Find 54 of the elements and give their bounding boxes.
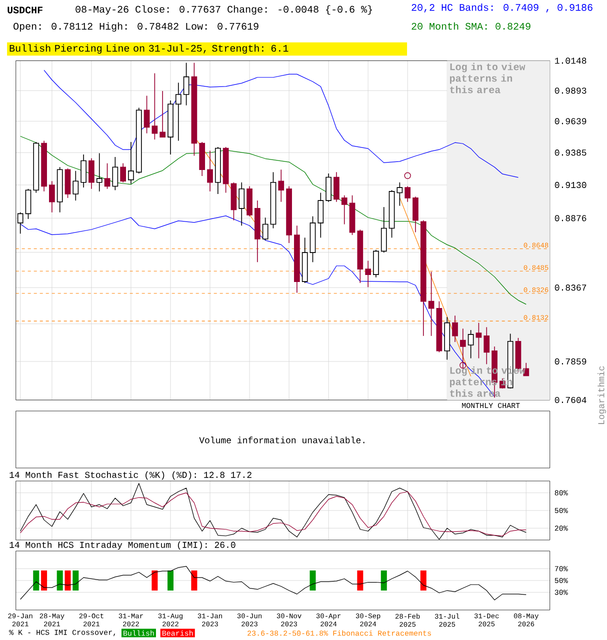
candlestick [88,158,94,190]
candlestick [144,95,150,134]
candlestick [468,330,474,359]
candlestick [278,169,284,202]
candlestick [334,172,340,202]
y-tick-label: 0.7604 [555,396,586,404]
candlestick [152,72,158,140]
y-tick-label: 0.8367 [555,284,586,291]
candlestick [80,154,87,188]
y-tick-label: 0.9639 [555,118,586,124]
candlestick [373,249,379,278]
y-tick-label: 0.9385 [555,150,586,156]
candlestick [238,182,245,226]
candlestick [412,196,418,233]
candlestick [104,162,110,190]
y-axis-title: Logarithmic [598,366,606,424]
candlestick [476,322,482,359]
candlestick [183,62,190,106]
candlestick [365,260,372,288]
text: 20 Month SMA: 0.8249 [412,22,530,30]
chart-title: 14 Month Fast Stochastic (%K) (%D): 12.8 17.2 [10,471,252,480]
candlestick [128,142,134,184]
y-tick-label: 0.8876 [555,215,586,222]
candlestick [262,217,268,241]
candlestick [484,326,490,365]
candlestick [326,173,332,202]
candlestick [404,186,411,202]
chart-title: USDCHF [8,6,43,14]
candlestick [25,188,32,220]
text: 20,2 HC Bands: 0.7409 , 0.9186 [412,3,592,13]
candlestick [381,206,387,253]
candlestick [176,82,182,142]
y-tick-label: 0.9130 [555,182,586,188]
y-tick-label: 1.0148 [555,58,586,64]
candlestick [160,90,166,138]
text: Open: 0.78112 High: 0.78482 Low: 0.77619 [14,22,258,32]
text: Bullish Piercing Line on 31-Jul-25, Strength: 6.1 [10,44,288,54]
candlestick [112,156,118,191]
candlestick [428,271,434,336]
candlestick [120,162,126,183]
candlestick [396,182,403,206]
y-tick-label: 0.9893 [555,88,586,94]
chart-title: 14 Month HCS Intraday Momentum (IMI): 26.0 [10,541,236,550]
candlestick [318,192,324,238]
band-label: Log in to view patterns in this area [450,62,526,94]
chart-subtitle: 08-May-26 Close: 0.77637 Change: -0.0048 {-0.6 %} [76,5,372,15]
text: Volume information unavailable. [199,436,364,444]
candlestick [342,194,348,225]
candlestick [207,150,214,192]
candlestick [49,180,55,213]
y-tick-label: 0.7859 [555,358,586,365]
candlestick [72,170,79,201]
candlestick [452,315,458,342]
candlestick [96,152,102,192]
